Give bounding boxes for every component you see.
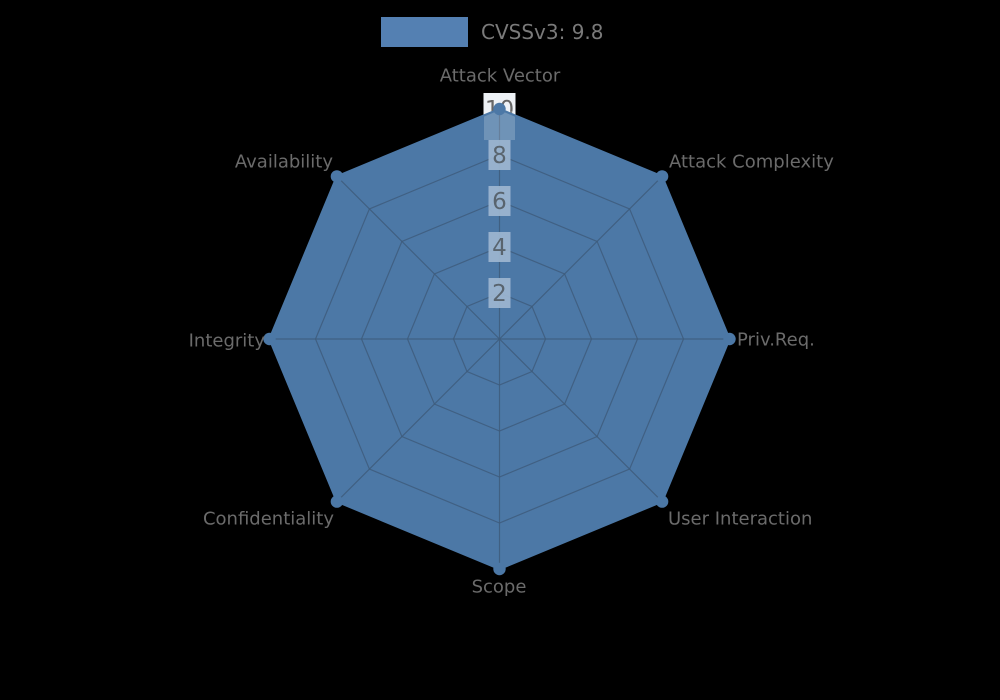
axis-label-attack-vector: Attack Vector <box>440 66 561 87</box>
axis-label-scope: Scope <box>472 577 527 598</box>
tick-label-6: 6 <box>492 189 507 215</box>
tick-label-box-4 <box>488 232 511 262</box>
axis-label-availability: Availability <box>235 152 333 173</box>
tick-label-box-8 <box>488 140 511 170</box>
vertex-marker-attack-complexity <box>655 170 669 183</box>
vertex-marker-priv-req <box>723 332 736 346</box>
axis-label-priv-req: Priv.Req. <box>737 330 815 351</box>
axis-spoke-availability <box>336 175 500 340</box>
vertex-marker-integrity <box>263 332 276 346</box>
vertex-marker-attack-vector <box>493 102 506 116</box>
vertex-marker-confidentiality <box>330 495 344 508</box>
axis-spoke-user-interaction <box>499 338 663 503</box>
tick-label-8: 8 <box>492 143 507 169</box>
legend: CVSSv3: 9.8 <box>381 17 604 47</box>
axis-label-attack-complexity: Attack Complexity <box>669 152 834 173</box>
tick-label-box-2 <box>488 278 511 308</box>
tick-label-box-6 <box>488 186 511 216</box>
axis-spoke-attack-complexity <box>499 175 663 340</box>
tick-label-4: 4 <box>492 235 507 261</box>
tick-label-2: 2 <box>492 281 507 307</box>
axis-spoke-confidentiality <box>336 338 500 503</box>
vertex-marker-scope <box>493 562 506 576</box>
legend-label: CVSSv3: 9.8 <box>481 20 604 44</box>
vertex-marker-availability <box>330 170 344 183</box>
legend-swatch <box>381 17 468 47</box>
axis-label-integrity: Integrity <box>189 331 266 352</box>
axis-label-confidentiality: Confidentiality <box>203 509 334 530</box>
tick-label-box-sheen <box>484 111 515 140</box>
axis-label-user-interaction: User Interaction <box>668 509 812 530</box>
vertex-marker-user-interaction <box>655 495 669 508</box>
